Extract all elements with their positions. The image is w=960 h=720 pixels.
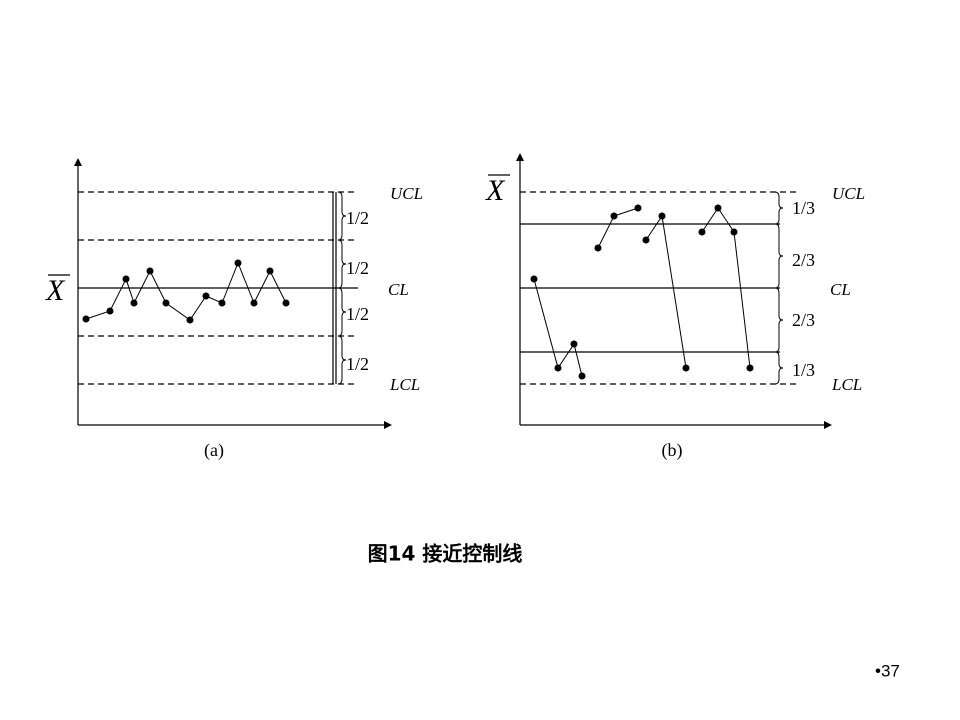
data-point [186,316,194,324]
brace [337,335,347,385]
cl-label: CL [388,280,409,299]
lcl-label: LCL [389,375,420,394]
data-point [746,364,754,372]
brace [774,223,784,289]
data-point [714,204,722,212]
data-point [218,299,226,307]
panel-label: (b) [662,440,683,461]
zone-label: 2/3 [792,250,815,270]
zone-label: 1/2 [346,208,369,228]
data-point [578,372,586,380]
data-point [634,204,642,212]
data-line [701,207,751,369]
data-point [162,299,170,307]
x-bar-symbol: X [45,274,66,307]
page-number: •37 [875,661,900,680]
data-point [282,299,290,307]
data-point [554,364,562,372]
data-point [570,340,578,348]
zone-label: 1/3 [792,360,815,380]
data-point [594,244,602,252]
ucl-label: UCL [390,184,423,203]
data-point [610,212,618,220]
data-point [730,228,738,236]
lcl-label: LCL [831,375,862,394]
brace [774,351,784,385]
data-point [682,364,690,372]
data-point [130,299,138,307]
data-point [106,307,114,315]
data-point [658,212,666,220]
zone-label: 1/2 [346,258,369,278]
ucl-label: UCL [832,184,865,203]
panel-label: (a) [204,440,224,461]
data-line [645,214,687,369]
brace [337,191,347,241]
axis-arrow [516,153,524,161]
data-line [533,278,583,377]
axis-arrow [824,421,832,429]
data-point [122,275,130,283]
data-point [82,315,90,323]
zone-label: 2/3 [792,310,815,330]
data-point [530,275,538,283]
brace [337,239,347,289]
x-bar-symbol: X [485,174,506,207]
axis-arrow [384,421,392,429]
brace [774,287,784,353]
data-line [597,207,639,249]
data-point [698,228,706,236]
brace [337,287,347,337]
brace [774,191,784,225]
data-point [234,259,242,267]
zone-label: 1/3 [792,198,815,218]
data-line [85,261,287,321]
data-point [642,236,650,244]
data-point [250,299,258,307]
data-point [266,267,274,275]
caption: 图14 接近控制线 [368,542,523,566]
cl-label: CL [830,280,851,299]
zone-label: 1/2 [346,304,369,324]
zone-label: 1/2 [346,354,369,374]
data-point [146,267,154,275]
data-point [202,292,210,300]
axis-arrow [74,158,82,166]
